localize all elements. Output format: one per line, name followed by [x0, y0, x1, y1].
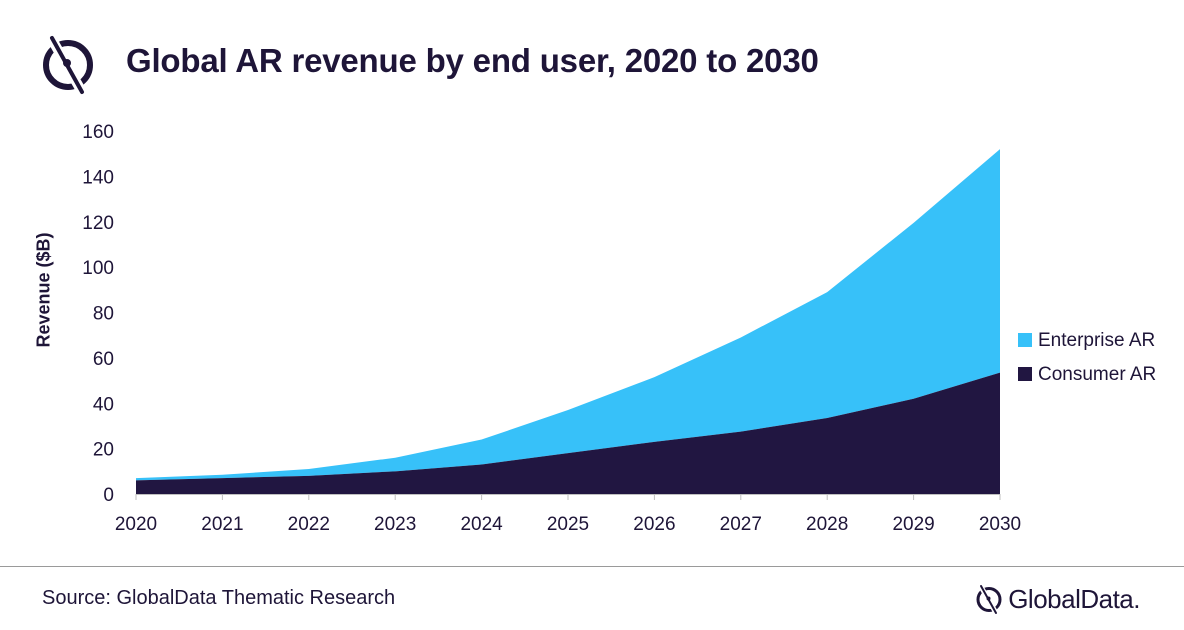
x-tick-label: 2030 [979, 514, 1021, 535]
x-tick-label: 2027 [720, 514, 762, 535]
brand-name: GlobalData. [1008, 583, 1140, 614]
x-tick-label: 2021 [201, 514, 243, 535]
y-tick-label: 160 [82, 122, 114, 143]
chart-legend: Enterprise AR Consumer AR [1018, 330, 1156, 385]
chart-title: Global AR revenue by end user, 2020 to 2… [126, 42, 819, 79]
x-tick-label: 2024 [460, 514, 503, 535]
chart-footer: Source: GlobalData Thematic Research Glo… [0, 567, 1184, 630]
y-tick-label: 40 [93, 394, 114, 415]
x-tick-label: 2028 [806, 514, 848, 535]
y-tick-label: 60 [93, 349, 114, 370]
source-note: Source: GlobalData Thematic Research [42, 587, 396, 609]
y-tick-label: 100 [82, 258, 114, 279]
chart-areas [136, 149, 1000, 494]
legend-label-consumer-ar: Consumer AR [1038, 364, 1156, 385]
x-tick-label: 2026 [633, 514, 675, 535]
legend-label-enterprise-ar: Enterprise AR [1038, 330, 1155, 351]
x-tick-label: 2029 [892, 514, 934, 535]
y-tick-label: 20 [93, 440, 114, 461]
globaldata-mark-icon [43, 33, 93, 95]
globaldata-mark-icon [976, 583, 1002, 615]
y-tick-label: 140 [82, 167, 114, 188]
chart-header: Global AR revenue by end user, 2020 to 2… [0, 0, 1184, 120]
y-axis-label: Revenue ($B) [33, 232, 54, 348]
legend-swatch-consumer-ar [1018, 367, 1032, 381]
series-area-consumer-ar [136, 372, 1000, 494]
footer-divider [0, 566, 1184, 567]
x-tick-labels: 2020 2021 2022 2023 2024 2025 2026 2027 2028 2029… [115, 514, 1021, 535]
x-tick-label: 2020 [115, 514, 157, 535]
y-tick-label: 80 [93, 304, 114, 325]
x-tick-label: 2022 [288, 514, 330, 535]
chart-axes [135, 494, 1001, 500]
y-tick-labels: 0 20 40 60 80 100 120 140 160 [82, 122, 114, 506]
x-tick-label: 2025 [547, 514, 589, 535]
y-tick-label: 0 [103, 485, 114, 506]
globaldata-brand: GlobalData. [974, 579, 1140, 619]
x-tick-label: 2023 [374, 514, 416, 535]
legend-swatch-enterprise-ar [1018, 333, 1032, 347]
y-tick-label: 120 [82, 213, 114, 234]
series-area-enterprise-ar [136, 149, 1000, 481]
